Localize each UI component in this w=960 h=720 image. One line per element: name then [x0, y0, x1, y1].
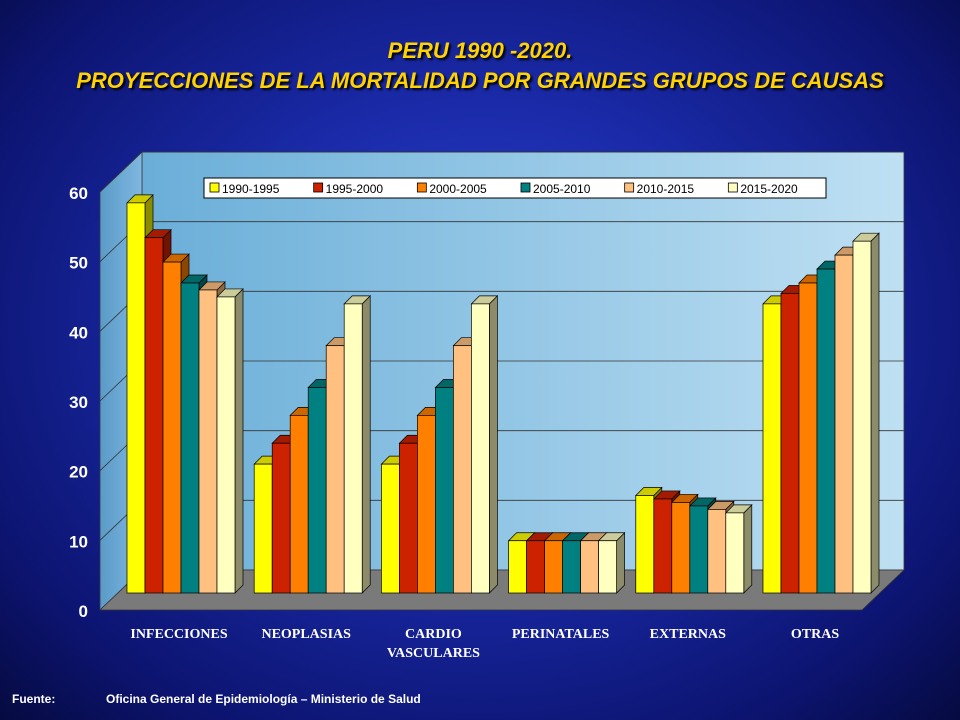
bar [689, 505, 709, 594]
x-category-label: CARDIO [405, 627, 462, 642]
y-tick-label: 0 [79, 602, 88, 621]
bar [435, 387, 454, 594]
x-category-label: VASCULARES [387, 646, 480, 661]
bar [508, 540, 527, 594]
bar [725, 512, 745, 594]
bar [253, 463, 273, 594]
x-category-label: NEOPLASIAS [261, 627, 351, 642]
y-tick-label: 20 [69, 463, 88, 482]
y-tick-label: 50 [69, 254, 88, 273]
bar [526, 540, 545, 594]
legend-swatch [520, 182, 531, 193]
bar [816, 268, 836, 594]
bar [635, 495, 655, 594]
chart-title: PERU 1990 -2020. [387, 38, 573, 63]
bar [399, 442, 418, 594]
bar [198, 289, 218, 594]
legend-swatch [209, 182, 220, 193]
bar [562, 540, 581, 594]
bar [598, 540, 617, 594]
bar-side [489, 295, 498, 594]
bar [126, 202, 146, 594]
legend-swatch [624, 182, 635, 193]
legend-label: 1990-1995 [222, 182, 280, 196]
bar [544, 540, 563, 594]
legend-swatch [727, 182, 738, 193]
bar [707, 509, 727, 594]
bar [852, 240, 872, 594]
legend-label: 2005-2010 [533, 182, 591, 196]
bar [381, 463, 400, 594]
y-tick-label: 10 [69, 532, 88, 551]
chart-subtitle: PROYECCIONES DE LA MORTALIDAD POR GRANDE… [76, 68, 884, 93]
source-text: Oficina General de Epidemiología – Minis… [106, 692, 421, 706]
bar [307, 387, 327, 594]
x-category-label: PERINATALES [512, 627, 610, 642]
bar-side [234, 288, 244, 594]
bar-side [743, 504, 753, 594]
x-category-label: OTRAS [791, 627, 839, 642]
bar [325, 345, 345, 594]
y-tick-label: 40 [69, 323, 88, 342]
x-category-label: EXTERNAS [650, 627, 726, 642]
legend-box [203, 177, 827, 199]
bar-side [870, 232, 880, 594]
bar [780, 293, 800, 594]
gridline-side [99, 151, 143, 193]
bar [289, 415, 309, 594]
bar [471, 303, 490, 594]
bar [216, 296, 236, 594]
bar [271, 442, 291, 594]
y-tick-label: 30 [69, 393, 88, 412]
bar [671, 502, 691, 594]
legend-label: 2010-2015 [637, 182, 695, 196]
y-tick-label: 60 [69, 184, 88, 203]
bar [580, 540, 599, 594]
bar [762, 303, 782, 594]
bar-side [616, 531, 625, 594]
legend-label: 1995-2000 [326, 182, 384, 196]
bar [343, 303, 363, 594]
bar [653, 498, 673, 594]
bar [834, 254, 854, 594]
bar [180, 282, 200, 594]
legend-swatch [416, 182, 427, 193]
bar-side [361, 295, 371, 594]
source-label: Fuente: [12, 692, 56, 706]
bar [417, 415, 436, 594]
x-category-label: INFECCIONES [130, 627, 227, 642]
legend-swatch [313, 182, 324, 193]
bar [162, 261, 182, 594]
legend-label: 2015-2020 [740, 182, 798, 196]
bar [453, 345, 472, 594]
source-footer: Fuente: Oficina General de Epidemiología … [12, 692, 421, 706]
bar [798, 282, 818, 594]
bar [144, 237, 164, 594]
chart-title-block: PERU 1990 -2020. PROYECCIONES DE LA MORT… [0, 36, 960, 96]
legend-label: 2000-2005 [429, 182, 487, 196]
